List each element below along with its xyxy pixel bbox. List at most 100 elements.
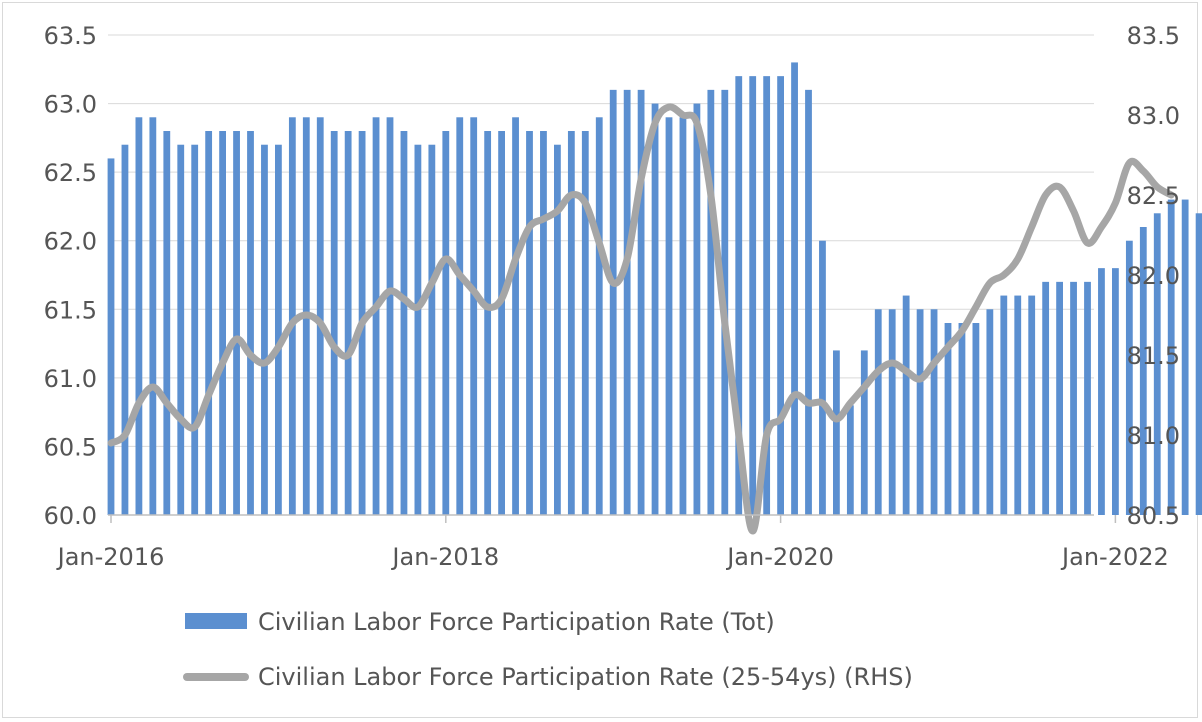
y-left-tick-label: 62.0 (44, 228, 97, 256)
bar (177, 144, 185, 515)
bar (581, 131, 589, 515)
bar (428, 144, 436, 515)
legend-label-line: Civilian Labor Force Participation Rate … (258, 663, 913, 691)
bar (205, 131, 213, 515)
bar (888, 309, 896, 515)
bar (846, 405, 854, 515)
bar (1153, 213, 1161, 516)
y-left-tick-label: 61.5 (44, 296, 97, 324)
y-left-tick-label: 61.0 (44, 365, 97, 393)
bar (1098, 268, 1105, 515)
bar (1195, 213, 1202, 516)
bar (540, 131, 547, 515)
bar (288, 117, 296, 516)
bar (609, 89, 617, 515)
bar (1056, 281, 1063, 515)
bar (135, 117, 143, 516)
bar (763, 76, 771, 516)
line-path (107, 103, 1175, 535)
bar (1000, 295, 1008, 515)
bar (735, 76, 743, 516)
y-right-tick-label: 82.0 (1127, 262, 1180, 290)
y-right-tick-label: 83.0 (1127, 102, 1180, 130)
bar (149, 117, 157, 516)
bar (1167, 199, 1175, 516)
bar (595, 117, 603, 516)
bar (344, 131, 352, 515)
x-tick-label: Jan-2020 (725, 543, 834, 571)
bar (414, 144, 422, 515)
bar (637, 89, 645, 515)
bar (219, 131, 226, 515)
y-left-tick-label: 60.0 (44, 502, 97, 530)
y-right-tick-label: 82.5 (1127, 182, 1180, 210)
bar (986, 309, 994, 515)
bar (819, 240, 826, 515)
legend: Civilian Labor Force Participation Rate … (183, 608, 913, 691)
bar (791, 62, 798, 516)
bar (567, 131, 575, 515)
bar (372, 117, 380, 516)
bar (1181, 199, 1189, 516)
bar (902, 295, 910, 515)
bar (330, 131, 338, 515)
bar (930, 309, 938, 515)
bar (916, 309, 924, 515)
y-right-tick-label: 81.0 (1127, 422, 1180, 450)
legend-label-bar: Civilian Labor Force Participation Rate … (258, 608, 775, 636)
x-tick-label: Jan-2018 (390, 543, 499, 571)
bar (623, 89, 631, 515)
y-right-tick-label: 80.5 (1127, 502, 1180, 530)
bar (498, 131, 505, 515)
y-right-tick-label: 83.5 (1127, 22, 1180, 50)
y-left-tick-label: 63.5 (44, 22, 97, 50)
bar (651, 103, 659, 516)
bar (456, 117, 464, 516)
bar (679, 117, 687, 516)
bar (163, 131, 171, 515)
bar (233, 131, 240, 515)
bar (1014, 295, 1022, 515)
bar (484, 131, 492, 515)
line-series (107, 103, 1175, 535)
bar (665, 117, 673, 516)
bar (400, 131, 408, 515)
bar (512, 117, 519, 516)
bar (707, 89, 715, 515)
bar (554, 144, 561, 515)
bar (777, 76, 784, 516)
bar (316, 117, 324, 516)
bar (1112, 268, 1119, 515)
bar (1070, 281, 1077, 515)
bar-series (107, 62, 1202, 516)
y-right-tick-label: 81.5 (1127, 342, 1180, 370)
bar (693, 103, 701, 516)
legend-swatch-bar (185, 613, 247, 629)
bar (1028, 295, 1036, 515)
bar (275, 144, 282, 515)
bar (1139, 227, 1147, 515)
bar (958, 323, 966, 515)
bar (191, 144, 199, 515)
bar (833, 350, 840, 515)
bar (261, 144, 268, 515)
bar (107, 158, 115, 515)
bar (526, 131, 533, 515)
bar (972, 323, 980, 515)
bar (1084, 281, 1091, 515)
x-tick-label: Jan-2022 (1060, 543, 1169, 571)
bar (470, 117, 478, 516)
bar (805, 89, 812, 515)
bar (442, 131, 450, 515)
bar (860, 350, 868, 515)
y-left-tick-label: 63.0 (44, 91, 97, 119)
bar (386, 117, 394, 516)
y-left-tick-label: 62.5 (44, 159, 97, 187)
bar (749, 76, 757, 516)
x-tick-label: Jan-2016 (56, 543, 165, 571)
bar (874, 309, 882, 515)
bar (944, 323, 952, 515)
axes: 60.0 60.5 61.0 61.5 62.0 62.5 63.0 63.5 80.5 81.0… (44, 22, 1180, 571)
y-left-tick-label: 60.5 (44, 433, 97, 461)
